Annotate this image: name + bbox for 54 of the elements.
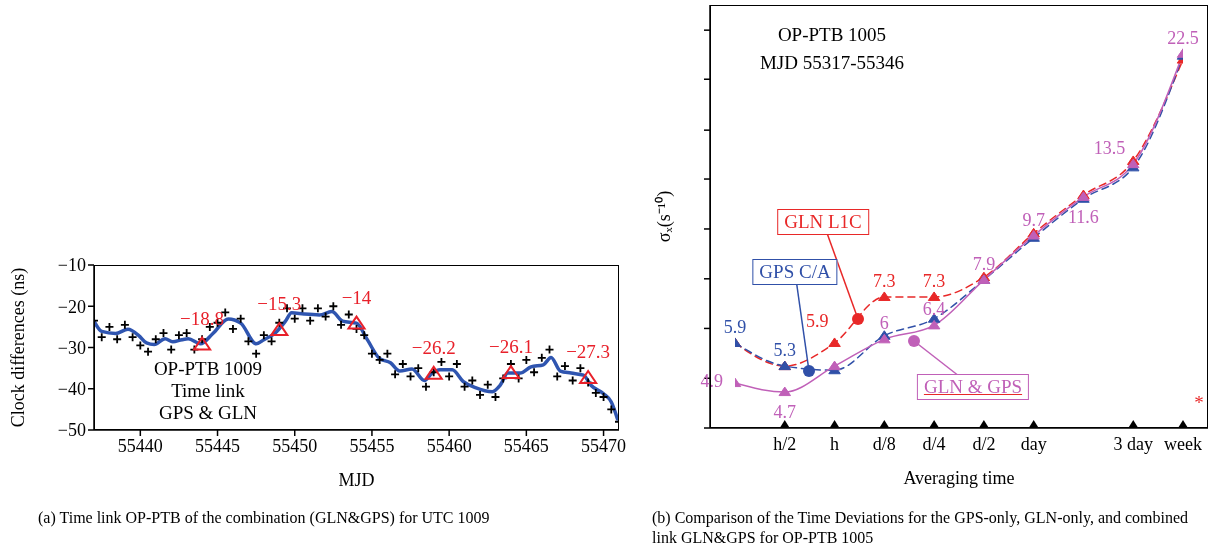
x-tick-label: 55465	[503, 436, 549, 456]
y-tick-label: −30	[57, 337, 86, 358]
data-label: 13.5	[1093, 138, 1126, 159]
data-label: 11.6	[1068, 206, 1099, 227]
x-axis-title: Averaging time	[903, 468, 1015, 488]
x-tick-label: 55450	[272, 436, 318, 456]
annotation: OP-PTB 1005	[776, 24, 888, 46]
x-tick-label: 55440	[117, 436, 163, 456]
data-label: 5.3	[773, 340, 797, 361]
annotation: *	[1193, 392, 1205, 414]
x-tick-label: 55445	[195, 436, 241, 456]
x-tick-label: d/4	[922, 434, 946, 454]
data-label: 4.7	[773, 402, 797, 423]
text: (b) Comparison of the Time Deviations for the GPS-only, GLN-only, and combined link GLN&GPS for OP-PTB 1005	[652, 508, 1190, 548]
x-axis-title: MJD	[338, 470, 375, 490]
annotation: −15.3	[257, 293, 302, 315]
annotation: GPS & GLN	[158, 402, 258, 423]
x-tick-label: week	[1164, 434, 1202, 454]
y-tick-label: −10	[57, 255, 86, 276]
data-label: 9.7	[1022, 209, 1045, 230]
annotation: −18.8	[180, 307, 225, 329]
annotation: −26.2	[411, 336, 456, 358]
x-tick-label: 3 day	[1113, 434, 1153, 454]
y-axis-title: Clock differences (ns)	[8, 267, 30, 428]
data-label: 6	[879, 313, 889, 334]
data-label: 7.3	[873, 270, 896, 291]
x-tick-label: h/2	[773, 434, 797, 454]
annotation: Time link	[171, 380, 245, 401]
data-label: 5.9	[723, 316, 747, 337]
data-label: 5.9	[806, 310, 829, 331]
y-tick-label: −50	[57, 420, 86, 441]
data-label: 22.5	[1167, 27, 1199, 48]
annotation: −14	[341, 286, 372, 308]
annotation: OP-PTB 1009	[152, 358, 264, 380]
data-label: 6.4	[922, 299, 946, 320]
annotation: −26.1	[488, 336, 533, 358]
text: GLN L1C	[777, 209, 869, 235]
text: (a) Time link OP-PTB of the combination (GLN&GPS) for UTC 1009	[38, 508, 491, 528]
x-tick-label: h	[830, 434, 840, 454]
y-tick-label: −20	[57, 296, 86, 317]
y-tick-label: −40	[57, 379, 86, 400]
data-label: 7.9	[972, 253, 996, 274]
x-tick-label: 55455	[349, 436, 395, 456]
text: GPS C/A	[752, 259, 838, 285]
x-tick-label: d/2	[972, 434, 996, 454]
annotation: MJD 55317-55346	[758, 52, 906, 74]
text: GLN & GPS	[916, 374, 1030, 400]
x-tick-label: 55470	[581, 436, 627, 456]
data-label: 7.3	[922, 270, 946, 291]
y-axis-title: σₓ(s⁻¹⁰)	[654, 190, 676, 243]
x-tick-label: 55460	[426, 436, 472, 456]
annotation: −27.3	[566, 341, 611, 363]
x-tick-label: day	[1020, 434, 1047, 454]
x-tick-label: d/8	[872, 434, 896, 454]
